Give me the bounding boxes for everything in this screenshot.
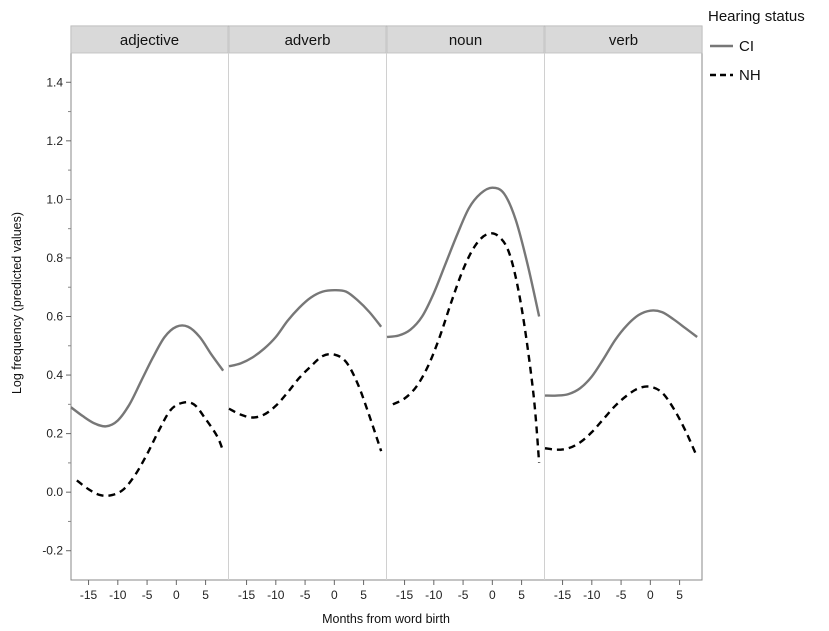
y-tick-label: -0.2 — [42, 544, 63, 558]
y-axis: -0.2 0.0 0.2 0.4 0.6 0.8 1.0 1.2 1.4 — [42, 75, 71, 558]
x-tick-label: 0 — [331, 588, 338, 602]
y-tick-label: 0.4 — [46, 368, 63, 382]
strip-adjective — [70, 25, 229, 54]
series-line-nh-noun — [392, 232, 541, 463]
x-axis-title: Months from word birth — [322, 612, 450, 626]
x-tick-label: 0 — [173, 588, 180, 602]
x-tick-label: 0 — [489, 588, 496, 602]
x-tick-label: -15 — [80, 588, 98, 602]
strip-adverb — [228, 25, 387, 54]
x-tick-label: -5 — [142, 588, 153, 602]
strip-label-adjective: adjective — [120, 32, 179, 49]
series-line-nh-adverb — [228, 352, 383, 452]
y-axis-title: Log frequency (predicted values) — [10, 212, 24, 394]
x-tick-label: -10 — [583, 588, 601, 602]
x-tick-label: 5 — [360, 588, 367, 602]
series-line-ci-adjective — [70, 324, 225, 428]
x-tick-label: -15 — [238, 588, 256, 602]
y-tick-label: 1.0 — [46, 192, 63, 206]
strip-label-adverb: adverb — [285, 32, 331, 49]
y-tick-label: 1.2 — [46, 134, 63, 148]
legend: Hearing status CI NH — [708, 8, 805, 84]
x-tick-label: 5 — [676, 588, 683, 602]
x-tick-label: -10 — [425, 588, 443, 602]
x-axis: -15 -10 -5 0 5 -15 -10 -5 0 5 -15 -10 -5 0 5 -15 -10 -5 0 5 — [80, 580, 683, 602]
y-tick-label: 1.4 — [46, 75, 63, 89]
y-tick-label: 0.2 — [46, 427, 63, 441]
x-tick-label: 5 — [518, 588, 525, 602]
series-line-ci-verb — [544, 309, 698, 397]
x-tick-label: -10 — [109, 588, 127, 602]
series-line-nh-adjective — [76, 400, 225, 498]
series-line-ci-noun — [386, 186, 541, 339]
x-tick-label: 5 — [202, 588, 209, 602]
strip-noun — [386, 25, 545, 54]
x-tick-label: -5 — [458, 588, 469, 602]
y-tick-label: 0.8 — [46, 251, 63, 265]
x-tick-label: -5 — [300, 588, 311, 602]
x-tick-label: -15 — [554, 588, 572, 602]
y-tick-label: 0.0 — [46, 485, 63, 499]
y-tick-label: 0.6 — [46, 310, 63, 324]
x-tick-label: -15 — [396, 588, 414, 602]
strip-label-verb: verb — [609, 32, 638, 49]
x-tick-label: -5 — [616, 588, 627, 602]
strip-label-noun: noun — [449, 32, 482, 49]
series-line-ci-adverb — [228, 288, 383, 368]
strip-verb — [544, 25, 703, 54]
x-tick-label: -10 — [267, 588, 285, 602]
facet-strips: adjective adverb noun verb — [70, 25, 703, 54]
legend-title: Hearing status — [708, 8, 805, 25]
series-layer — [70, 186, 699, 498]
legend-label-ci: CI — [739, 38, 754, 55]
series-line-nh-verb — [544, 385, 699, 458]
x-tick-label: 0 — [647, 588, 654, 602]
legend-label-nh: NH — [739, 67, 761, 84]
